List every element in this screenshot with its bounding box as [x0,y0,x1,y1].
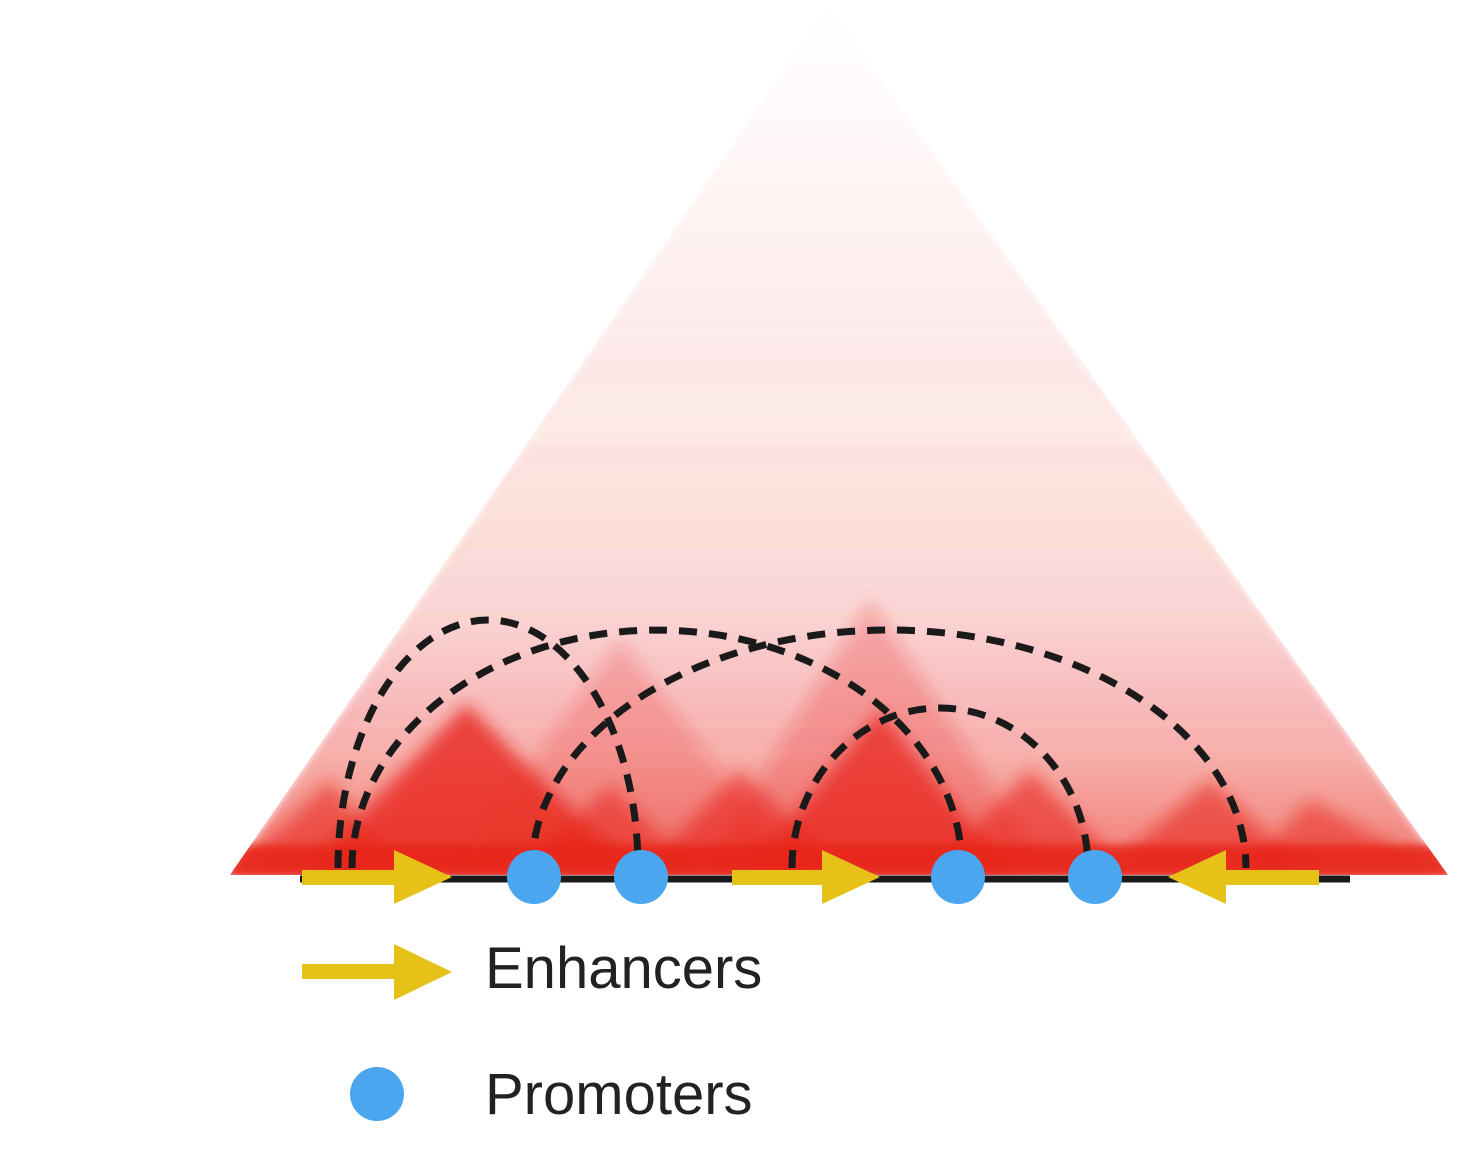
loop-arc [528,626,1250,869]
loop-arc [334,616,642,869]
enhancer-arrow-icon [1168,850,1319,904]
legend-enhancers-label: Enhancers [485,936,762,1001]
heatmap-domain [330,700,610,875]
loop-arc [788,704,1092,869]
legend-enhancer-arrow-icon [302,944,452,1000]
legend-promoter-circle-icon [350,1067,404,1121]
legend-promoters-label: Promoters [485,1062,753,1127]
promoter-circle-icon [1068,850,1122,904]
loop-arc [348,626,966,869]
enhancer-arrow-icon [732,850,880,904]
promoter-circle-icon [614,850,668,904]
enhancers [302,850,1319,904]
heatmap-domain [700,600,1050,875]
enhancer-arrow-icon [302,850,452,904]
legend: Enhancers Promoters [302,936,762,1127]
promoters [507,850,1122,904]
promoter-circle-icon [507,850,561,904]
promoter-circle-icon [931,850,985,904]
interaction-loops [334,616,1250,869]
